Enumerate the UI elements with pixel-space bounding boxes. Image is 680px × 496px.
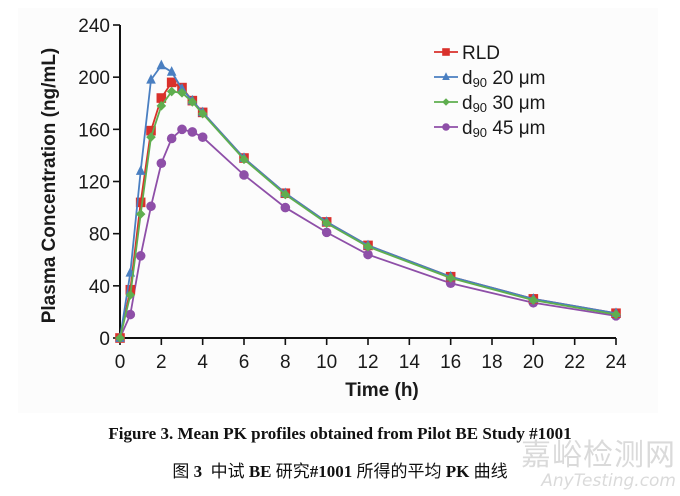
x-tick-label: 18 bbox=[481, 352, 502, 373]
legend-marker bbox=[442, 48, 450, 56]
x-tick-label: 14 bbox=[399, 352, 421, 373]
x-tick-label: 4 bbox=[197, 352, 208, 373]
data-point bbox=[135, 251, 146, 261]
data-point bbox=[321, 227, 332, 238]
series-line bbox=[119, 90, 617, 339]
caption-zh-part: 所得的平均 bbox=[352, 462, 446, 481]
x-tick-label: 22 bbox=[564, 352, 585, 373]
x-tick-label: 20 bbox=[523, 352, 544, 373]
data-point bbox=[363, 241, 373, 252]
x-axis-title: Time (h) bbox=[345, 380, 419, 401]
data-point bbox=[166, 86, 177, 97]
data-point bbox=[146, 73, 156, 84]
legend-label: d90 20 μm bbox=[462, 68, 546, 90]
legend-item: d90 30 μm bbox=[434, 93, 546, 115]
data-point bbox=[156, 93, 167, 103]
caption-zh-part: 中试 bbox=[202, 462, 249, 481]
x-tick-label: 0 bbox=[115, 352, 126, 373]
data-point bbox=[166, 66, 177, 76]
caption-zh-part: PK bbox=[445, 462, 470, 481]
data-point bbox=[187, 97, 198, 107]
x-tick-label: 12 bbox=[357, 352, 378, 373]
legend-label: d90 30 μm bbox=[462, 93, 546, 115]
data-point bbox=[156, 158, 167, 169]
data-point bbox=[177, 83, 187, 93]
data-point bbox=[156, 101, 167, 111]
data-point bbox=[177, 124, 187, 135]
series-d90-30-m bbox=[115, 86, 621, 343]
x-tick-label: 8 bbox=[280, 352, 291, 373]
figure-caption-chinese: 图 3 中试 BE 研究#1001 所得的平均 PK 曲线 bbox=[0, 457, 680, 482]
caption-zh-part: 研究 bbox=[271, 462, 310, 481]
data-point bbox=[280, 189, 291, 200]
data-point bbox=[177, 88, 187, 98]
data-point bbox=[280, 202, 291, 213]
data-point bbox=[239, 154, 249, 165]
caption-zh-part: BE bbox=[248, 462, 272, 481]
series-d90-45-m bbox=[115, 124, 621, 343]
data-point bbox=[528, 295, 539, 305]
y-tick-label: 160 bbox=[78, 120, 110, 141]
data-point bbox=[445, 273, 456, 283]
data-point bbox=[321, 218, 332, 229]
legend-marker bbox=[442, 72, 450, 81]
data-point bbox=[166, 77, 177, 88]
data-point bbox=[187, 127, 198, 137]
legend-marker bbox=[442, 98, 450, 106]
x-tick-label: 2 bbox=[156, 352, 167, 373]
data-point bbox=[363, 249, 373, 260]
legend-label: d90 45 μm bbox=[462, 118, 546, 140]
data-point bbox=[166, 133, 177, 144]
y-tick-label: 240 bbox=[78, 16, 110, 37]
caption-zh-part: 曲线 bbox=[469, 462, 508, 481]
legend-item: RLD bbox=[434, 43, 500, 64]
x-tick-label: 16 bbox=[440, 352, 461, 373]
series-line bbox=[119, 128, 617, 339]
x-tick-label: 24 bbox=[605, 352, 627, 373]
legend-label: RLD bbox=[462, 43, 500, 64]
data-point bbox=[197, 132, 208, 142]
chart-area: 0 40 80 120 160 200 240 0 2 4 6 8 10 12 14 16 18 20 22 24 R… bbox=[18, 8, 658, 413]
y-tick-label: 0 bbox=[99, 329, 110, 350]
x-tick-label: 6 bbox=[239, 352, 250, 373]
data-point bbox=[197, 108, 208, 119]
y-tick-label: 200 bbox=[78, 68, 110, 89]
caption-zh-part: #1001 bbox=[309, 462, 353, 481]
data-point bbox=[135, 165, 146, 175]
y-tick-label: 40 bbox=[89, 277, 110, 298]
y-tick-label: 120 bbox=[78, 173, 110, 194]
x-tick-label: 10 bbox=[316, 352, 337, 373]
data-point bbox=[239, 170, 249, 180]
y-axis-title: Plasma Concentration (ng/mL) bbox=[39, 48, 60, 324]
data-point bbox=[146, 125, 156, 136]
legend-marker bbox=[442, 123, 450, 131]
y-tick-label: 80 bbox=[89, 225, 110, 246]
series-layer bbox=[115, 59, 621, 343]
data-point bbox=[146, 201, 156, 212]
data-point bbox=[135, 197, 146, 208]
data-point bbox=[156, 59, 167, 70]
data-point bbox=[115, 333, 125, 343]
caption-zh-part: 图 bbox=[172, 462, 194, 481]
legend-item: d90 20 μm bbox=[434, 68, 546, 90]
data-point bbox=[611, 309, 621, 320]
caption-zh-part: 3 bbox=[193, 462, 203, 481]
data-point bbox=[125, 309, 136, 320]
legend-item: d90 45 μm bbox=[434, 118, 546, 140]
legend: RLD d90 20 μm d90 30 μm d90 45 μm bbox=[434, 43, 546, 140]
data-point bbox=[146, 132, 156, 142]
figure-caption-english: Figure 3. Mean PK profiles obtained from… bbox=[108, 424, 572, 443]
